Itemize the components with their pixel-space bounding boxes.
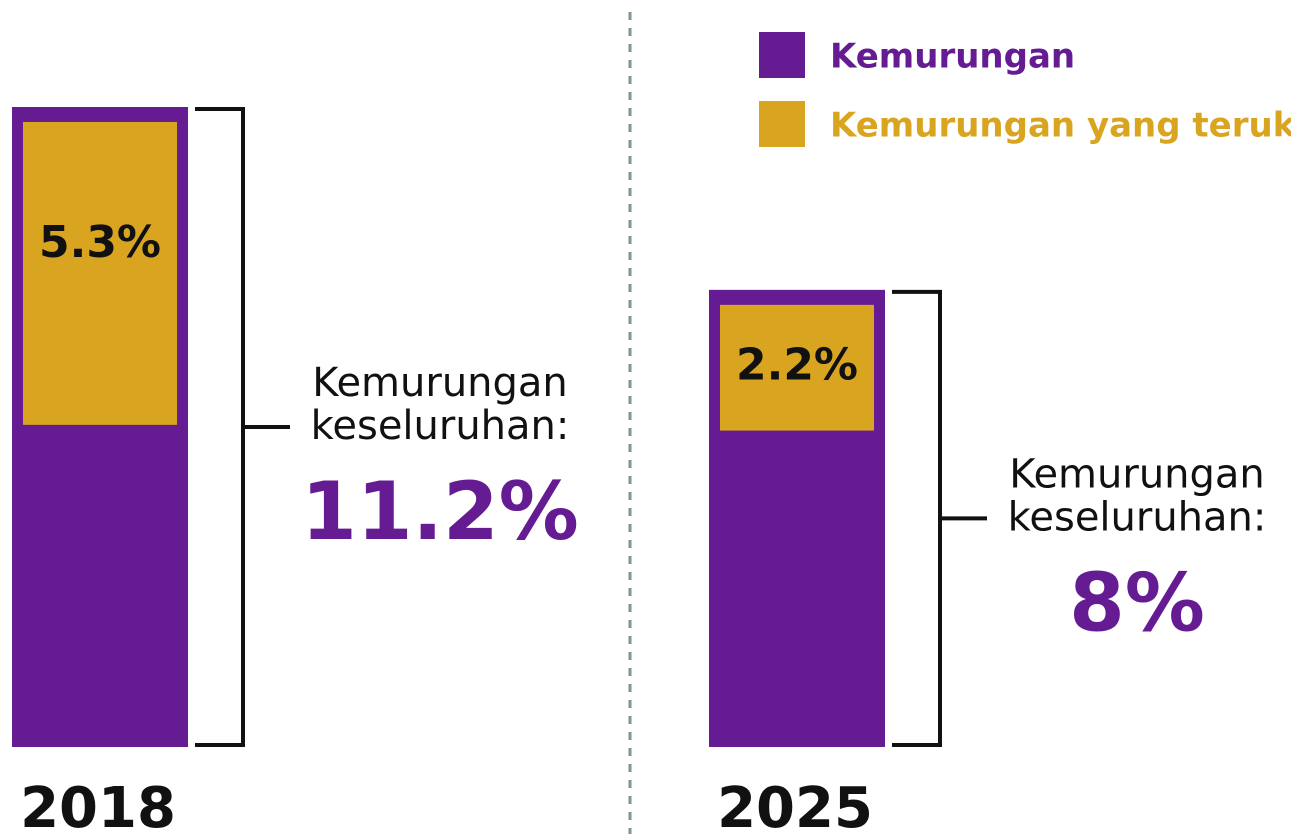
annotation: keseluruhan: (1008, 494, 1267, 540)
bracket (892, 289, 987, 747)
overall-label: 11.2% (301, 465, 579, 558)
bar-severe (720, 304, 874, 431)
legend-label: Kemurungan (830, 37, 1075, 77)
annotation: keseluruhan: (311, 403, 570, 449)
legend-label: Kemurungan yang teruk (830, 106, 1291, 146)
annotation: Kemurungan (312, 360, 568, 406)
legend-swatch (759, 101, 805, 147)
severe-label: 5.3% (39, 217, 161, 268)
annotation: Kemurungan (1009, 451, 1265, 497)
overall-label: 8% (1069, 556, 1205, 649)
legend-swatch (759, 32, 805, 78)
year-label: 2025 (717, 776, 873, 834)
severe-label: 2.2% (736, 340, 858, 391)
year-label: 2018 (20, 776, 176, 834)
bar-severe (23, 122, 177, 425)
bracket (195, 107, 290, 747)
